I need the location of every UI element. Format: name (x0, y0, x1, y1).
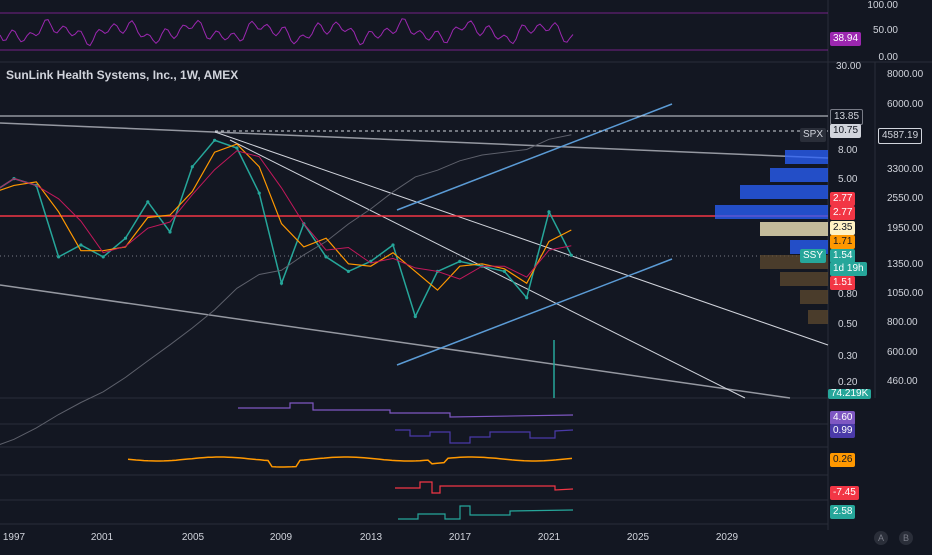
spx-tick-6000: 6000.00 (887, 99, 924, 110)
volume-profile-bar (740, 185, 828, 199)
indicator-4-line (395, 481, 574, 494)
chart-title: SunLink Health Systems, Inc., 1W, AMEX (6, 68, 239, 82)
price-tick-0-20: 0.20 (838, 377, 858, 388)
spx-tick-2550: 2550.00 (887, 193, 924, 204)
spx-tick-1350: 1350.00 (887, 259, 924, 270)
spx-tick-3300: 3300.00 (887, 164, 924, 175)
spx-tick-460: 460.00 (887, 376, 918, 387)
price-tag-1-51: 1.51 (830, 276, 856, 290)
a-circle-icon[interactable]: A (874, 531, 888, 545)
x-tick-2009: 2009 (269, 532, 293, 543)
price-point (168, 230, 172, 234)
price-point (569, 253, 573, 257)
spx-tag: SPX (800, 128, 827, 142)
price-tick-0-80: 0.80 (838, 289, 858, 300)
rsi-scale-0: 0.00 (878, 52, 898, 63)
price-tick-0-30: 0.30 (838, 351, 858, 362)
b-circle-icon[interactable]: B (899, 531, 913, 545)
volume-profile-bar (760, 222, 828, 236)
spx-tick-800: 800.00 (887, 317, 918, 328)
falling-line-2 (229, 139, 746, 399)
x-tick-2029: 2029 (715, 532, 739, 543)
indicator-4-value: -7.45 (830, 486, 859, 500)
symbol-tag: SSY (800, 249, 827, 263)
x-tick-2017: 2017 (448, 532, 472, 543)
price-tag-1-71: 1.71 (830, 235, 856, 249)
spx-tick-1050: 1050.00 (887, 288, 924, 299)
channel-lower (396, 258, 673, 366)
rsi-line (0, 18, 574, 47)
falling-line-1 (214, 131, 829, 346)
price-point (235, 146, 239, 150)
x-tick-2005: 2005 (181, 532, 205, 543)
price-tick-0-50: 0.50 (838, 319, 858, 330)
price-tag-13-85: 13.85 (830, 109, 864, 125)
price-tag-1-54: 1.54 (830, 249, 856, 263)
price-point (101, 255, 105, 259)
price-point (190, 165, 194, 169)
price-tag-2-77-a: 2.77 (830, 192, 856, 206)
price-point (324, 255, 328, 259)
indicator-5-value: 2.58 (830, 505, 856, 519)
x-tick-2001: 2001 (90, 532, 114, 543)
indicator-1-line (238, 402, 574, 418)
volume-profile-bar (800, 290, 828, 304)
volume-profile-bar (780, 272, 828, 286)
indicator-3-line (127, 456, 573, 468)
upper-trendline (0, 122, 829, 159)
price-point (391, 243, 395, 247)
price-tick-8: 8.00 (838, 145, 858, 156)
x-tick-1997: 1997 (2, 532, 26, 543)
countdown-badge: 1d 19h (830, 262, 867, 276)
volume-profile-bar (808, 310, 828, 324)
x-tick-2025: 2025 (626, 532, 650, 543)
price-tag-10-75: 10.75 (830, 124, 862, 138)
price-tag-2-77-b: 2.77 (830, 206, 856, 220)
channel-upper (396, 103, 673, 211)
rsi-scale-100: 100.00 (867, 0, 898, 11)
spx-series-line (0, 134, 572, 445)
price-point (79, 243, 83, 247)
indicator-1-value: 4.60 (830, 411, 856, 425)
price-point (525, 296, 529, 300)
price-point (346, 269, 350, 273)
volume-profile-bar (770, 168, 828, 182)
lower-trendline (0, 284, 791, 399)
rsi-value-badge: 38.94 (830, 32, 862, 46)
volume-tag: 74.219K (828, 389, 872, 399)
spx-tick-1950: 1950.00 (887, 223, 924, 234)
price-point (547, 210, 551, 214)
price-point (123, 236, 128, 240)
moving-average-slow (0, 150, 572, 280)
price-point (279, 281, 284, 285)
x-tick-2013: 2013 (359, 532, 383, 543)
indicator-2-line (395, 429, 574, 444)
rsi-scale-50: 50.00 (872, 25, 898, 36)
price-point (458, 259, 462, 263)
volume-profile-bar (785, 150, 828, 164)
price-tag-2-35: 2.35 (830, 221, 856, 235)
volume-profile-bar (715, 205, 828, 219)
spx-tick-600: 600.00 (887, 347, 918, 358)
price-point (146, 200, 150, 204)
spx-tick-8000: 8000.00 (887, 69, 924, 80)
price-tick-30: 30.00 (836, 61, 862, 72)
indicator-5-line (398, 505, 574, 520)
price-point (257, 191, 261, 195)
price-point (57, 255, 61, 259)
indicator-3-value: 0.26 (830, 453, 856, 467)
price-point (213, 138, 217, 142)
indicator-2-value: 0.99 (830, 424, 856, 438)
price-point (413, 314, 417, 319)
spx-value-badge: 4587.19 (878, 128, 923, 144)
price-point (502, 269, 506, 273)
moving-average-fast (0, 143, 572, 291)
price-tick-5: 5.00 (838, 174, 858, 185)
x-tick-2021: 2021 (537, 532, 561, 543)
